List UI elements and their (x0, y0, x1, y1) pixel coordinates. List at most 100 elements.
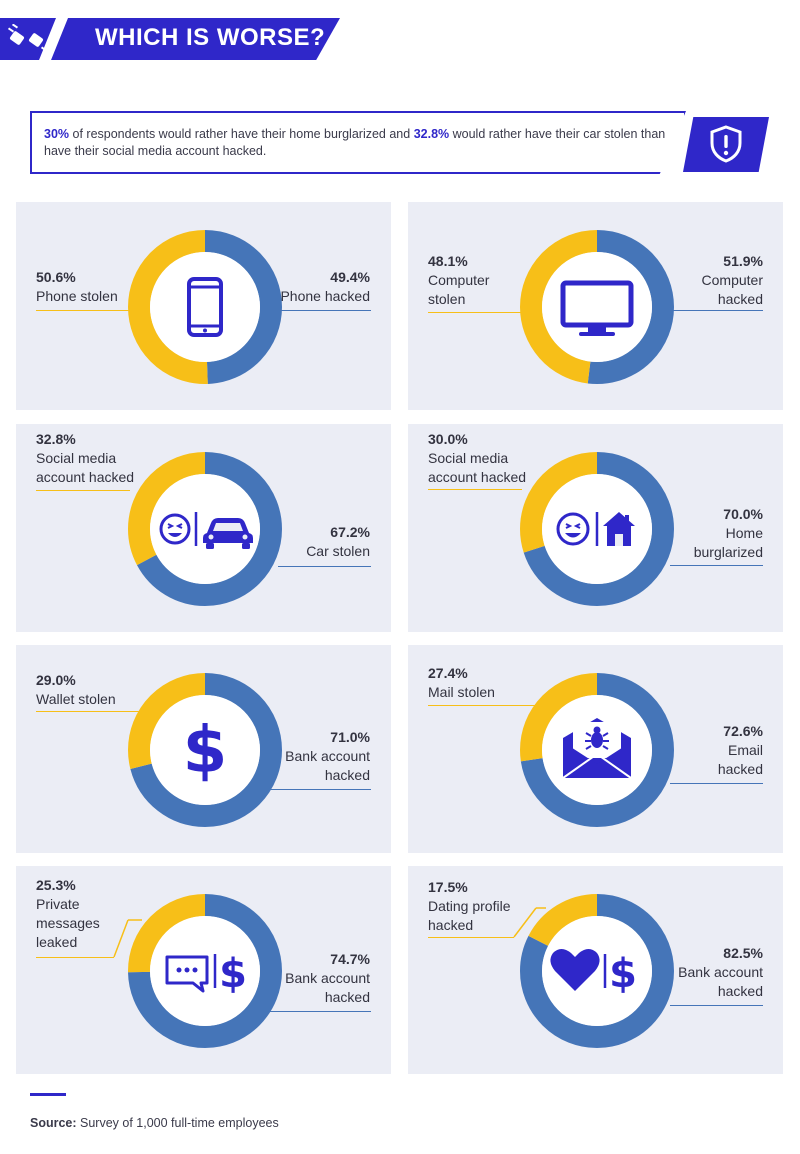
donut-slice-yellow (128, 673, 282, 827)
crying-face-icon (556, 512, 590, 546)
slice-label-blue: 70.0% Home burglarized (673, 505, 763, 562)
slice-label-blue: 74.7% Bank account hacked (270, 950, 370, 1007)
slice-value: 29.0% (36, 672, 76, 688)
slice-value: 72.6% (723, 723, 763, 739)
summary-text-1: of respondents would rather have their h… (69, 127, 414, 141)
house-icon (603, 512, 635, 546)
donut-slice-yellow (128, 452, 282, 606)
dollar-icon: $ (609, 951, 637, 997)
leader-line (428, 937, 514, 938)
slice-name: Social media account hacked (36, 450, 135, 485)
donut-chart: $ (128, 673, 282, 827)
shield-alert-icon (710, 125, 742, 163)
shield-box (683, 117, 769, 172)
slice-value: 48.1% (428, 253, 468, 269)
bug-envelope-icon (562, 718, 632, 779)
car-icon (203, 518, 253, 549)
slice-name: Computer hacked (701, 272, 763, 307)
donut-hole (150, 252, 260, 362)
leader-line (36, 490, 130, 491)
donut-hole (150, 916, 260, 1026)
slice-name: Phone hacked (280, 288, 370, 304)
slice-value: 82.5% (723, 945, 763, 961)
leader-line (268, 1011, 371, 1012)
leader-line (428, 705, 538, 706)
donut-hole (150, 474, 260, 584)
slice-label-yellow: 29.0% Wallet stolen (36, 671, 146, 709)
slice-name: Social media account hacked (428, 450, 527, 485)
slice-value: 49.4% (330, 269, 370, 285)
crying-face-icon (159, 513, 191, 545)
leader-line (36, 310, 130, 311)
leader-line (36, 711, 146, 712)
slice-name: Wallet stolen (36, 691, 116, 707)
donut-slice-yellow (520, 452, 674, 606)
slice-value: 17.5% (428, 879, 468, 895)
summary-text: 30% of respondents would rather have the… (44, 126, 674, 160)
donut-slice-yellow (520, 673, 674, 827)
slice-value: 51.9% (723, 253, 763, 269)
slice-label-yellow: 32.8% Social media account hacked (36, 430, 146, 487)
donut-hole (542, 916, 652, 1026)
footer-rule (30, 1093, 66, 1096)
slice-label-blue: 49.4% Phone hacked (240, 268, 370, 306)
donut-slice-yellow (128, 894, 282, 1048)
slice-name: Phone stolen (36, 288, 118, 304)
chart-panel-social-home (408, 424, 783, 632)
phone-icon (187, 277, 223, 337)
slice-label-blue: 72.6% Email hacked (693, 722, 763, 779)
leader-elbow (113, 919, 142, 958)
donut-slice-yellow (520, 230, 674, 384)
chart-panel-dating-bank: $ (408, 866, 783, 1074)
dollar-icon: $ (183, 714, 228, 788)
slice-label-yellow: 27.4% Mail stolen (428, 664, 538, 702)
chat-bubble-icon (165, 955, 209, 993)
chart-panel-social-car (16, 424, 391, 632)
slice-label-blue: 51.9% Computer hacked (683, 252, 763, 309)
dollar-icon: $ (219, 951, 247, 997)
donut-chart (520, 230, 674, 384)
slice-label-yellow: 17.5% Dating profile hacked (428, 878, 528, 935)
leader-elbow (513, 907, 546, 938)
summary-box (30, 111, 686, 174)
slice-name: Dating profile hacked (428, 898, 511, 933)
leader-line (278, 566, 371, 567)
source-label: Source: (30, 1116, 77, 1130)
slice-value: 25.3% (36, 877, 76, 893)
leader-line (36, 957, 114, 958)
monitor-icon (560, 280, 634, 336)
leader-line (670, 783, 763, 784)
slice-label-yellow: 50.6% Phone stolen (36, 268, 166, 306)
slice-value: 27.4% (428, 665, 468, 681)
slice-value: 67.2% (330, 524, 370, 540)
page-title: WHICH IS WORSE? (95, 24, 326, 51)
summary-pct-car: 32.8% (413, 127, 450, 141)
slice-name: Bank account hacked (285, 748, 370, 783)
donut-chart: $ (520, 894, 674, 1048)
slice-label-blue: 82.5% Bank account hacked (673, 944, 763, 1001)
heart-icon (550, 949, 600, 991)
slice-value: 50.6% (36, 269, 76, 285)
slice-value: 74.7% (330, 951, 370, 967)
plug-icon (8, 24, 48, 53)
leader-line (670, 1005, 763, 1006)
leader-line (278, 310, 371, 311)
slice-name: Private messages leaked (36, 896, 100, 950)
source-note: Source: Survey of 1,000 full-time employ… (30, 1116, 279, 1130)
donut-slice-yellow (128, 230, 282, 384)
slice-label-blue: 71.0% Bank account hacked (270, 728, 370, 785)
slice-name: Home burglarized (693, 525, 763, 560)
chart-panel-wallet-bank: $ (16, 645, 391, 853)
slice-name: Email hacked (717, 742, 763, 777)
donut-chart (128, 452, 282, 606)
donut-chart (128, 230, 282, 384)
slice-name: Bank account hacked (285, 970, 370, 1005)
summary-text-2: would rather have their car stolen than … (44, 127, 666, 158)
leader-line (670, 310, 763, 311)
slice-label-yellow: 25.3% Private messages leaked (36, 876, 116, 952)
donut-hole (542, 252, 652, 362)
source-text: Survey of 1,000 full-time employees (76, 1116, 279, 1130)
donut-hole (150, 695, 260, 805)
slice-name: Bank account hacked (678, 964, 763, 999)
donut-slice-yellow (520, 894, 674, 1048)
